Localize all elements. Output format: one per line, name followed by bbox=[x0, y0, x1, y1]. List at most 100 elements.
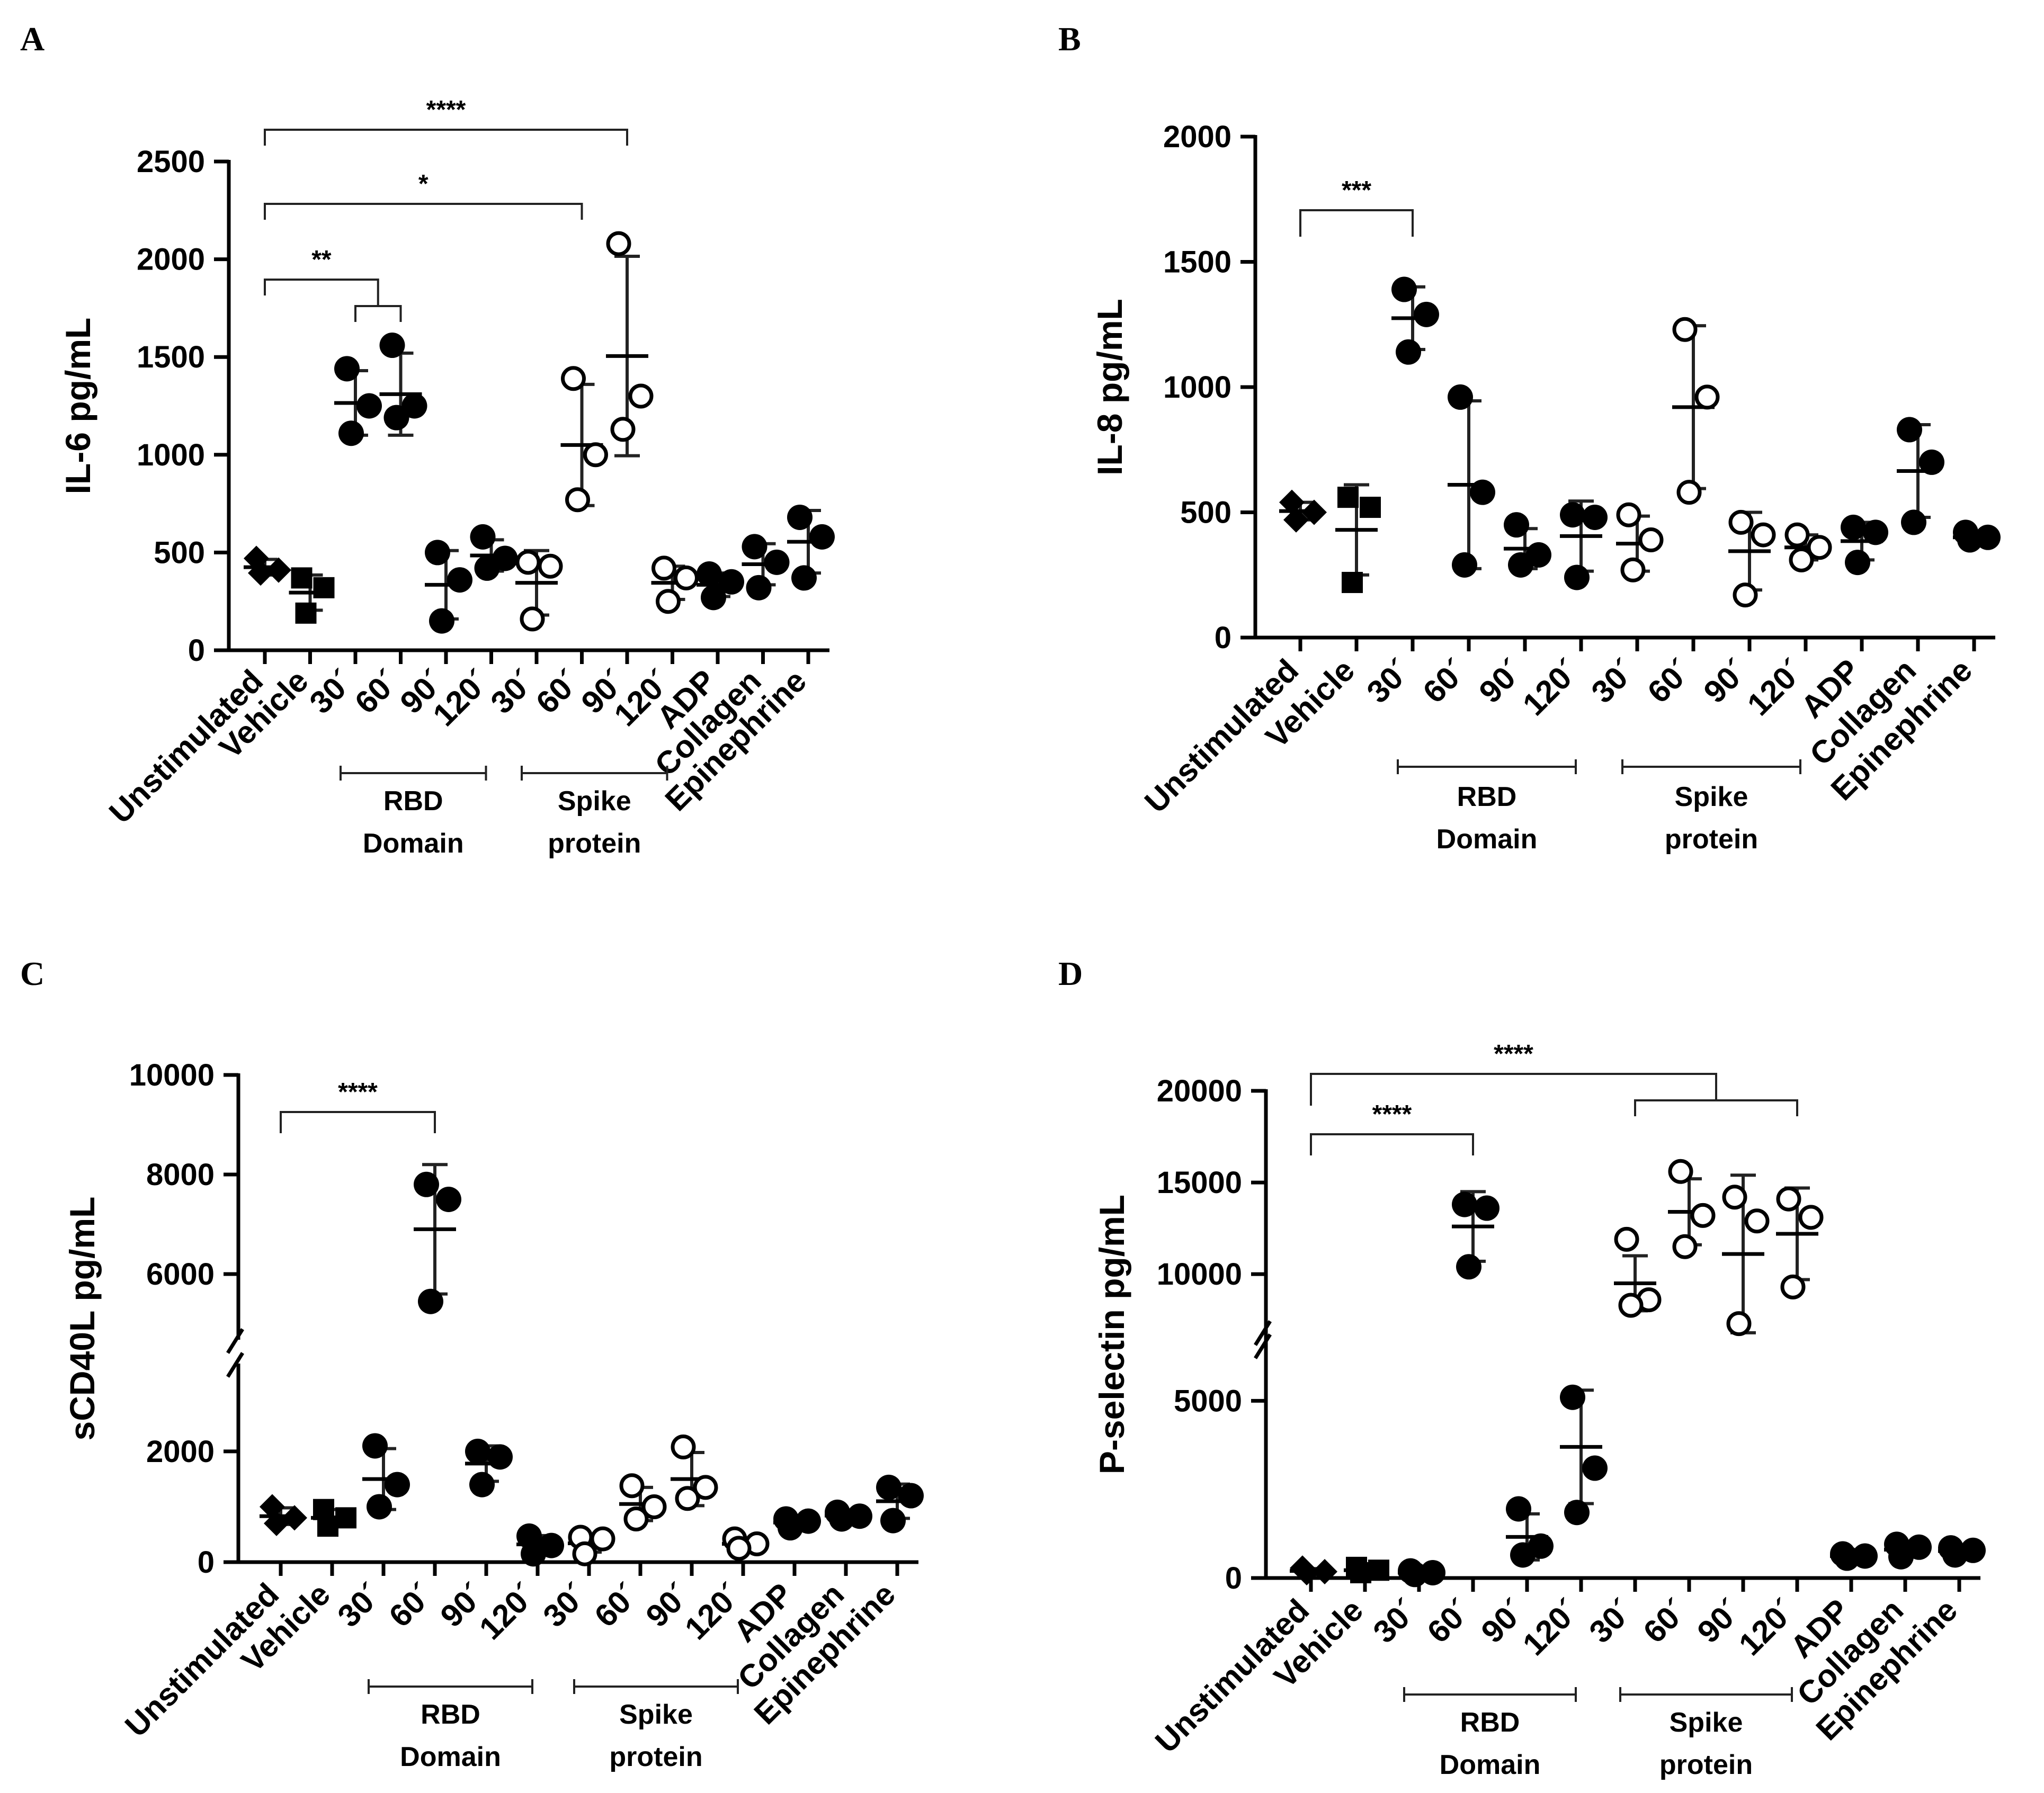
x-category-label: 60´ bbox=[1416, 652, 1474, 710]
data-point-open-circle bbox=[675, 1486, 700, 1511]
data-point-diamond bbox=[1283, 507, 1309, 533]
y-tick-label: 5000 bbox=[1174, 1384, 1242, 1418]
data-point-filled-circle bbox=[1901, 509, 1926, 535]
group-label: Domain bbox=[400, 1742, 501, 1772]
data-point-filled-circle bbox=[1560, 502, 1585, 528]
y-tick-label: 2000 bbox=[146, 1435, 215, 1469]
data-point-filled-circle bbox=[1957, 527, 1983, 553]
data-point-filled-circle bbox=[385, 1472, 410, 1498]
significance-sub-bracket bbox=[354, 305, 402, 322]
data-point-open-circle bbox=[561, 366, 586, 391]
x-category-label: 30´ bbox=[1360, 652, 1417, 710]
data-point-filled-circle bbox=[418, 1288, 443, 1314]
group-label: Spike bbox=[1675, 782, 1748, 812]
axis-break-mark bbox=[226, 1328, 244, 1354]
data-point-filled-circle bbox=[429, 608, 454, 634]
y-tick-label: 1000 bbox=[1163, 370, 1231, 405]
significance-bracket bbox=[264, 129, 628, 146]
data-point-open-circle bbox=[590, 1526, 615, 1552]
data-point-filled-circle bbox=[876, 1474, 901, 1500]
y-tick-label: 15000 bbox=[1157, 1166, 1242, 1200]
group-label: RBD bbox=[383, 786, 443, 817]
data-point-diamond bbox=[1294, 1559, 1319, 1585]
data-point-open-circle bbox=[1690, 1203, 1716, 1228]
group-label: Domain bbox=[1440, 1750, 1541, 1780]
data-point-open-circle bbox=[572, 1541, 597, 1566]
group-label: protein bbox=[1659, 1750, 1753, 1780]
x-category-label: 120´ bbox=[426, 663, 496, 733]
axis-break-mark bbox=[226, 1352, 244, 1378]
y-axis-label: IL-8 pg/mL bbox=[1090, 299, 1129, 476]
data-point-filled-circle bbox=[1414, 301, 1439, 327]
data-point-square bbox=[1368, 1559, 1389, 1581]
data-point-open-circle bbox=[610, 417, 636, 442]
data-point-open-circle bbox=[674, 565, 699, 590]
y-tick-label: 1500 bbox=[1163, 245, 1231, 280]
data-point-open-circle bbox=[515, 550, 541, 575]
data-point-open-circle bbox=[628, 383, 654, 409]
y-tick-label: 0 bbox=[188, 633, 205, 668]
data-point-filled-circle bbox=[379, 333, 405, 358]
significance-stars: **** bbox=[1372, 1100, 1412, 1128]
y-axis-label: P-selectin pg/mL bbox=[1092, 1195, 1131, 1474]
panel-d: DP-selectin pg/mL05000100001500020000Uns… bbox=[1058, 955, 1986, 1780]
data-point-open-circle bbox=[1789, 547, 1814, 572]
data-point-open-circle bbox=[641, 1494, 667, 1519]
data-point-square bbox=[295, 602, 317, 624]
data-point-diamond bbox=[248, 560, 273, 586]
data-point-open-circle bbox=[1668, 1159, 1693, 1184]
x-category-label: 30´ bbox=[1584, 652, 1642, 710]
data-point-filled-circle bbox=[362, 1433, 388, 1459]
data-point-filled-circle bbox=[470, 524, 496, 550]
panel-letter: B bbox=[1058, 20, 1081, 58]
x-category-label: 30´ bbox=[1366, 1592, 1424, 1650]
data-point-open-circle bbox=[1614, 1226, 1639, 1252]
data-point-filled-circle bbox=[1564, 564, 1590, 590]
data-point-open-circle bbox=[1784, 522, 1810, 548]
data-point-filled-circle bbox=[697, 561, 722, 587]
x-category-label: 120´ bbox=[1516, 1592, 1586, 1662]
data-point-open-circle bbox=[656, 589, 681, 614]
panel-letter: D bbox=[1058, 955, 1083, 992]
y-tick-label: 500 bbox=[154, 535, 205, 570]
data-point-filled-circle bbox=[1942, 1542, 1968, 1568]
significance-bracket bbox=[1299, 209, 1414, 237]
data-point-filled-circle bbox=[880, 1508, 906, 1534]
y-axis-label: IL-6 pg/mL bbox=[58, 318, 97, 495]
significance-bracket bbox=[264, 279, 379, 306]
data-point-filled-circle bbox=[1452, 552, 1477, 578]
data-point-square bbox=[317, 1516, 338, 1537]
data-point-filled-circle bbox=[898, 1483, 924, 1509]
data-point-square bbox=[291, 567, 313, 589]
x-category-label: 60´ bbox=[1420, 1592, 1478, 1650]
x-category-label: 30´ bbox=[1582, 1592, 1640, 1650]
data-point-open-circle bbox=[583, 442, 608, 468]
data-point-filled-circle bbox=[1510, 1542, 1536, 1568]
data-point-open-circle bbox=[1780, 1274, 1806, 1299]
y-tick-label: 1000 bbox=[137, 438, 205, 472]
data-point-filled-circle bbox=[469, 1472, 495, 1498]
data-point-square bbox=[1337, 487, 1359, 508]
data-point-filled-circle bbox=[367, 1494, 392, 1520]
y-tick-label: 2500 bbox=[137, 145, 205, 179]
data-point-filled-circle bbox=[487, 1444, 513, 1470]
group-label: RBD bbox=[1457, 782, 1517, 812]
significance-stars: **** bbox=[338, 1078, 378, 1106]
data-point-filled-circle bbox=[1582, 1455, 1608, 1481]
data-point-filled-circle bbox=[383, 405, 409, 431]
data-point-square bbox=[313, 577, 335, 598]
data-point-square bbox=[335, 1507, 356, 1529]
x-category-label: 60´ bbox=[587, 1576, 645, 1634]
data-point-open-circle bbox=[693, 1475, 718, 1500]
data-point-open-circle bbox=[1726, 1311, 1752, 1337]
data-point-open-circle bbox=[1616, 502, 1641, 527]
y-tick-label: 20000 bbox=[1157, 1074, 1242, 1108]
y-tick-label: 6000 bbox=[146, 1257, 215, 1292]
data-point-filled-circle bbox=[1508, 552, 1533, 578]
x-category-label: 30´ bbox=[331, 1576, 388, 1634]
data-point-open-circle bbox=[1672, 1234, 1698, 1259]
data-point-filled-circle bbox=[701, 585, 726, 611]
data-point-filled-circle bbox=[1452, 1191, 1477, 1217]
data-point-filled-circle bbox=[338, 420, 364, 446]
